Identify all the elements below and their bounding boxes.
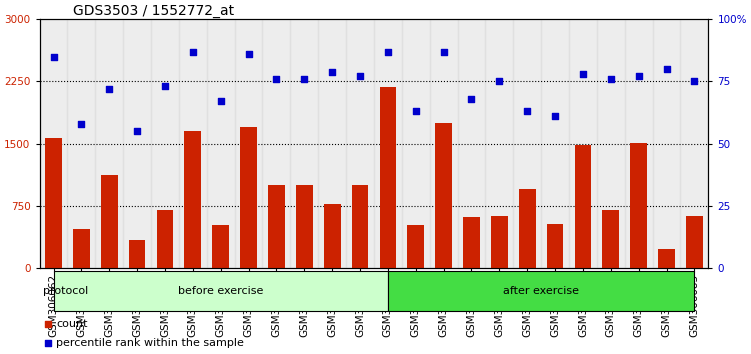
Point [441,92,453,97]
Point [577,71,589,77]
Bar [123,19,151,268]
FancyArrow shape [71,280,80,302]
Bar [128,240,146,268]
Point [326,69,338,74]
Bar [346,19,374,268]
Point [605,76,617,82]
Bar [45,138,62,268]
Bar [268,185,285,268]
Bar [436,123,452,268]
Point [632,74,644,79]
Point [47,54,59,59]
Point [354,74,366,79]
Text: GDS3503 / 1552772_at: GDS3503 / 1552772_at [73,4,234,18]
Bar [575,145,591,268]
Bar [40,19,68,268]
Bar [513,19,541,268]
Bar [318,19,346,268]
Point [298,76,310,82]
Point [243,51,255,57]
Point [660,66,672,72]
Bar [151,19,179,268]
Text: percentile rank within the sample: percentile rank within the sample [56,338,244,348]
Bar [602,210,619,268]
Point [689,79,701,84]
Bar [541,19,569,268]
Point [75,121,87,127]
Bar [379,87,397,268]
Bar [547,224,563,268]
Bar [213,225,229,268]
Bar [207,19,234,268]
Text: count: count [56,319,88,329]
Bar [630,143,647,268]
Bar [658,249,675,268]
Text: protocol: protocol [43,286,88,296]
Point [549,114,561,119]
Point [521,109,533,114]
Bar [686,216,703,268]
Point [493,79,505,84]
Point [131,129,143,134]
Point [441,270,453,275]
Point [382,49,394,55]
Bar [263,19,291,268]
Bar [388,270,695,311]
Point [438,49,450,55]
Bar [402,19,430,268]
Bar [101,175,118,268]
Bar [185,131,201,268]
Bar [569,19,597,268]
Bar [374,19,402,268]
Point [410,109,422,114]
Bar [457,19,485,268]
Bar [68,19,95,268]
Bar [463,217,480,268]
Bar [291,19,318,268]
Bar [73,229,89,268]
Bar [179,19,207,268]
Bar [430,19,457,268]
Point [215,98,227,104]
Bar [653,19,680,268]
Point [270,76,282,82]
Point [103,86,115,92]
Point [159,84,171,89]
Bar [324,204,340,268]
Bar [491,216,508,268]
Bar [53,270,388,311]
Bar [625,19,653,268]
Point [187,49,199,55]
Bar [234,19,263,268]
Bar [485,19,513,268]
Bar [597,19,625,268]
Bar [519,189,535,268]
Bar [296,185,312,268]
Bar [351,185,368,268]
Bar [407,225,424,268]
Text: after exercise: after exercise [503,286,579,296]
Bar [95,19,123,268]
Bar [680,19,708,268]
Point [466,96,478,102]
Bar [240,127,257,268]
Bar [157,210,173,268]
Text: before exercise: before exercise [178,286,264,296]
